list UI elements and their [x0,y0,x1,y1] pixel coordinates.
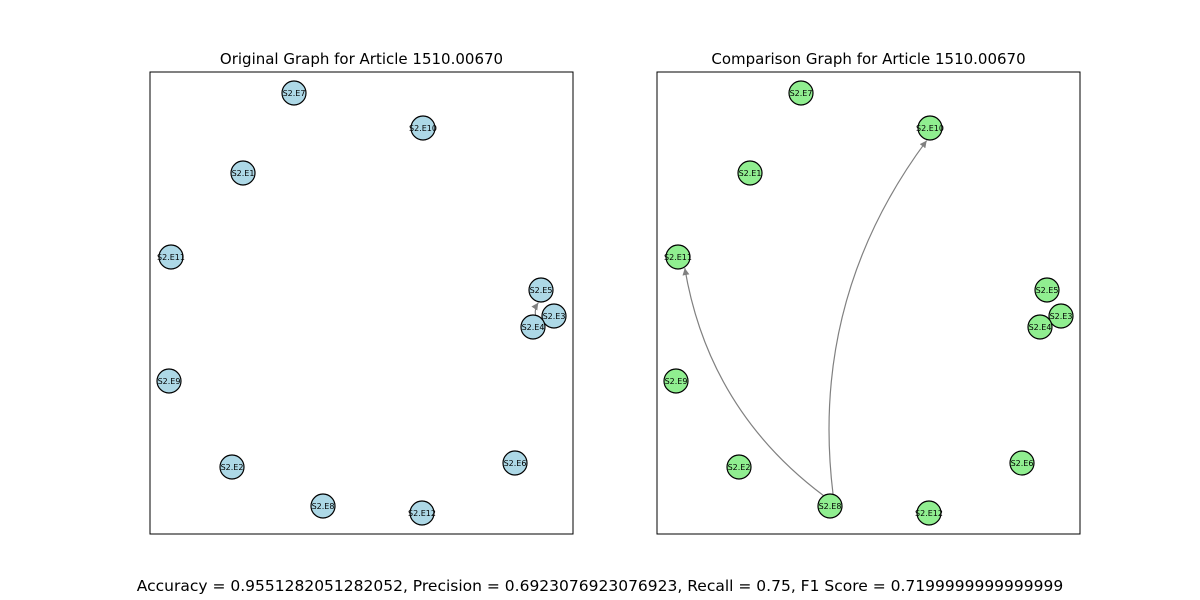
right-panel-title: Comparison Graph for Article 1510.00670 [711,50,1025,68]
left-node-label-s2-e10: S2.E10 [409,124,437,133]
right-node-label-s2-e1: S2.E1 [739,169,762,178]
left-node-label-s2-e5: S2.E5 [530,286,553,295]
right-panel-frame [656,71,1081,535]
right-edge-s2-e8-to-s2-e11 [682,267,825,497]
left-node-label-s2-e4: S2.E4 [522,323,545,332]
left-node-circle-s2-e6 [502,450,528,476]
left-node-circle-s2-e5 [528,277,554,303]
left-node-circle-s2-e4 [520,314,546,340]
right-node-circle-s2-e12 [916,500,942,526]
left-node-circle-s2-e10 [410,115,436,141]
right-node-circle-s2-e2 [726,454,752,480]
left-node-s2-e12: S2.E12 [408,500,436,526]
right-node-s2-e9: S2.E9 [663,368,689,394]
left-node-s2-e10: S2.E10 [409,115,437,141]
left-node-circle-s2-e8 [310,493,336,519]
left-node-circle-s2-e3 [541,303,567,329]
right-node-label-s2-e10: S2.E10 [916,124,944,133]
right-node-circle-s2-e8 [817,493,843,519]
right-node-label-s2-e3: S2.E3 [1050,312,1073,321]
right-node-s2-e12: S2.E12 [915,500,943,526]
right-nodes: S2.E7 S2.E10 S2.E1 S2.E11 S2.E5 S2.E3 S2.E4 S2.… [663,80,1074,526]
right-node-label-s2-e7: S2.E7 [790,89,813,98]
right-node-circle-s2-e4 [1027,314,1053,340]
right-node-label-s2-e9: S2.E9 [665,377,688,386]
right-node-s2-e8: S2.E8 [817,493,843,519]
right-edges [682,140,928,497]
left-node-s2-e3: S2.E3 [541,303,567,329]
left-node-s2-e6: S2.E6 [502,450,528,476]
left-edges [531,302,539,316]
right-node-s2-e10: S2.E10 [916,115,944,141]
left-node-label-s2-e11: S2.E11 [157,253,185,262]
left-node-s2-e7: S2.E7 [281,80,307,106]
left-node-circle-s2-e11 [158,244,184,270]
right-node-label-s2-e5: S2.E5 [1036,286,1059,295]
right-node-label-s2-e11: S2.E11 [664,253,692,262]
left-node-circle-s2-e9 [156,368,182,394]
left-panel-title: Original Graph for Article 1510.00670 [220,50,503,68]
left-node-s2-e9: S2.E9 [156,368,182,394]
left-panel-frame [149,71,574,535]
right-node-s2-e7: S2.E7 [788,80,814,106]
right-node-circle-s2-e3 [1048,303,1074,329]
right-node-s2-e11: S2.E11 [664,244,692,270]
right-node-label-s2-e4: S2.E4 [1029,323,1052,332]
right-node-circle-s2-e1 [737,160,763,186]
left-node-label-s2-e6: S2.E6 [504,459,527,468]
right-node-s2-e4: S2.E4 [1027,314,1053,340]
left-node-s2-e2: S2.E2 [219,454,245,480]
left-node-label-s2-e12: S2.E12 [408,509,436,518]
left-node-s2-e11: S2.E11 [157,244,185,270]
right-node-s2-e5: S2.E5 [1034,277,1060,303]
right-node-label-s2-e8: S2.E8 [819,502,842,511]
right-node-circle-s2-e7 [788,80,814,106]
left-node-circle-s2-e1 [230,160,256,186]
right-node-label-s2-e12: S2.E12 [915,509,943,518]
left-panel: Original Graph for Article 1510.00670 S2… [149,50,574,535]
right-node-circle-s2-e5 [1034,277,1060,303]
right-node-circle-s2-e10 [917,115,943,141]
right-node-label-s2-e6: S2.E6 [1011,459,1034,468]
left-edge-s2-e4-to-s2-e5 [531,302,539,316]
right-node-circle-s2-e9 [663,368,689,394]
right-node-s2-e2: S2.E2 [726,454,752,480]
right-node-circle-s2-e11 [665,244,691,270]
right-node-s2-e6: S2.E6 [1009,450,1035,476]
left-node-label-s2-e2: S2.E2 [221,463,244,472]
left-node-s2-e4: S2.E4 [520,314,546,340]
right-edge-s2-e8-to-s2-e10 [828,140,928,495]
left-node-label-s2-e9: S2.E9 [158,377,181,386]
right-node-label-s2-e2: S2.E2 [728,463,751,472]
left-node-circle-s2-e12 [409,500,435,526]
left-node-label-s2-e8: S2.E8 [312,502,335,511]
left-nodes: S2.E7 S2.E10 S2.E1 S2.E11 S2.E5 S2.E3 S2.E4 S2.… [156,80,567,526]
right-panel: Comparison Graph for Article 1510.00670 … [656,50,1081,535]
right-node-s2-e1: S2.E1 [737,160,763,186]
left-node-s2-e1: S2.E1 [230,160,256,186]
left-node-label-s2-e1: S2.E1 [232,169,255,178]
left-node-label-s2-e7: S2.E7 [283,89,306,98]
left-node-label-s2-e3: S2.E3 [543,312,566,321]
left-node-circle-s2-e7 [281,80,307,106]
metrics-summary: Accuracy = 0.9551282051282052, Precision… [136,577,1064,595]
left-node-s2-e5: S2.E5 [528,277,554,303]
right-node-s2-e3: S2.E3 [1048,303,1074,329]
left-node-s2-e8: S2.E8 [310,493,336,519]
left-node-circle-s2-e2 [219,454,245,480]
right-node-circle-s2-e6 [1009,450,1035,476]
